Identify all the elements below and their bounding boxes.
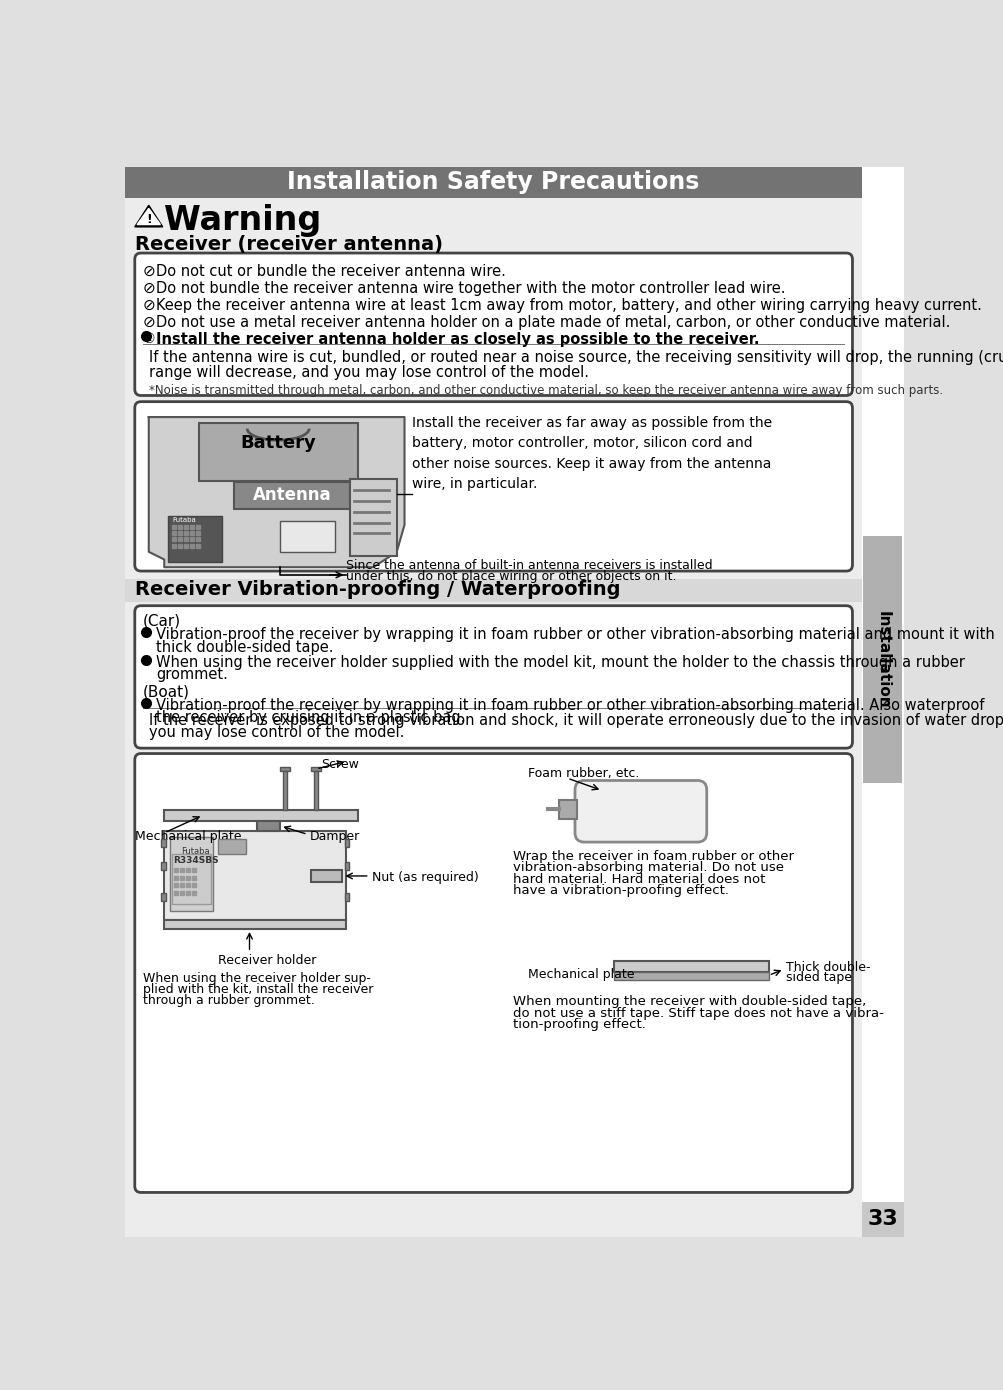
Text: (Boat): (Boat): [142, 684, 190, 699]
Text: R334SBS: R334SBS: [174, 856, 219, 865]
Text: Vibration-proof the receiver by wrapping it in foam rubber or other vibration-ab: Vibration-proof the receiver by wrapping…: [156, 698, 984, 713]
Polygon shape: [148, 417, 404, 567]
Text: have a vibration-proofing effect.: have a vibration-proofing effect.: [513, 884, 728, 898]
Text: sided tape: sided tape: [785, 970, 851, 984]
Polygon shape: [137, 208, 160, 225]
Text: hard material. Hard material does not: hard material. Hard material does not: [513, 873, 764, 885]
Text: thick double-sided tape.: thick double-sided tape.: [156, 639, 334, 655]
Bar: [613, 962, 768, 972]
Bar: [161, 840, 165, 847]
Text: Futaba: Futaba: [172, 517, 196, 523]
Text: Install the receiver antenna holder as closely as possible to the receiver.: Install the receiver antenna holder as c…: [156, 332, 759, 346]
Text: Receiver Vibration-proofing / Waterproofing: Receiver Vibration-proofing / Waterproof…: [134, 580, 620, 599]
Text: ⊘: ⊘: [142, 281, 155, 296]
Text: When using the receiver holder sup-: When using the receiver holder sup-: [142, 972, 370, 986]
Bar: [861, 1202, 903, 1237]
Text: you may lose control of the model.: you may lose control of the model.: [148, 726, 404, 739]
Text: If the antenna wire is cut, bundled, or routed near a noise source, the receivin: If the antenna wire is cut, bundled, or …: [148, 350, 1003, 366]
Bar: [311, 767, 321, 771]
Text: Screw: Screw: [321, 758, 358, 771]
Text: Futaba: Futaba: [182, 847, 210, 856]
Text: Do not bundle the receiver antenna wire together with the motor controller lead : Do not bundle the receiver antenna wire …: [156, 281, 785, 296]
FancyBboxPatch shape: [134, 606, 852, 748]
Bar: [164, 810, 358, 820]
Bar: [344, 840, 349, 847]
Bar: [164, 920, 346, 929]
FancyBboxPatch shape: [134, 253, 852, 396]
Text: Nut (as required): Nut (as required): [371, 872, 478, 884]
Text: ①: ①: [142, 332, 154, 346]
Bar: [234, 482, 350, 510]
FancyBboxPatch shape: [575, 781, 706, 842]
Text: ⊘: ⊘: [142, 297, 155, 313]
Text: ⊘: ⊘: [142, 314, 155, 329]
Text: Installation: Installation: [875, 610, 890, 709]
Text: Battery: Battery: [240, 434, 316, 452]
Text: Install the receiver as far away as possible from the
battery, motor controller,: Install the receiver as far away as poss…: [412, 416, 771, 491]
Bar: [559, 799, 576, 819]
Text: Antenna: Antenna: [253, 486, 331, 505]
Bar: [314, 771, 318, 810]
Text: Receiver holder: Receiver holder: [219, 954, 317, 966]
Bar: [350, 478, 396, 556]
Text: Since the antenna of built-in antenna receivers is installed: Since the antenna of built-in antenna re…: [346, 560, 712, 573]
Text: When using the receiver holder supplied with the model kit, mount the holder to : When using the receiver holder supplied …: [156, 655, 965, 670]
Bar: [161, 892, 165, 901]
Bar: [257, 820, 280, 831]
Text: (Car): (Car): [142, 613, 181, 628]
Bar: [219, 840, 246, 855]
Text: Do not cut or bundle the receiver antenna wire.: Do not cut or bundle the receiver antenn…: [156, 264, 506, 279]
Bar: [861, 167, 903, 1237]
FancyBboxPatch shape: [134, 402, 852, 571]
Text: Installation Safety Precautions: Installation Safety Precautions: [287, 170, 699, 195]
Text: vibration-absorbing material. Do not use: vibration-absorbing material. Do not use: [513, 862, 783, 874]
Text: Receiver (receiver antenna): Receiver (receiver antenna): [134, 235, 442, 253]
Bar: [125, 167, 861, 197]
Bar: [172, 855, 211, 905]
Polygon shape: [134, 206, 162, 227]
Text: Foam rubber, etc.: Foam rubber, etc.: [528, 767, 639, 780]
Text: the receiver by cruising it in a plastic bag.: the receiver by cruising it in a plastic…: [156, 710, 465, 726]
Bar: [161, 862, 165, 870]
Bar: [344, 892, 349, 901]
Text: Mechanical plate: Mechanical plate: [528, 967, 634, 980]
FancyBboxPatch shape: [134, 753, 852, 1193]
Text: !: !: [145, 213, 151, 227]
Bar: [171, 837, 213, 910]
Text: When mounting the receiver with double-sided tape,: When mounting the receiver with double-s…: [513, 995, 866, 1008]
Text: plied with the kit, install the receiver: plied with the kit, install the receiver: [142, 983, 372, 997]
Text: tion-proofing effect.: tion-proofing effect.: [513, 1019, 645, 1031]
Bar: [863, 537, 901, 783]
Text: do not use a stiff tape. Stiff tape does not have a vibra-: do not use a stiff tape. Stiff tape does…: [513, 1006, 883, 1020]
Bar: [125, 578, 861, 602]
Text: 33: 33: [867, 1209, 897, 1229]
Bar: [283, 771, 287, 810]
Text: Do not use a metal receiver antenna holder on a plate made of metal, carbon, or : Do not use a metal receiver antenna hold…: [156, 314, 950, 329]
Bar: [344, 862, 349, 870]
Bar: [613, 972, 768, 980]
Text: under this, do not place wiring or other objects on it.: under this, do not place wiring or other…: [346, 570, 676, 582]
Text: ⊘: ⊘: [142, 264, 155, 279]
Text: Vibration-proof the receiver by wrapping it in foam rubber or other vibration-ab: Vibration-proof the receiver by wrapping…: [156, 627, 994, 642]
Text: Damper: Damper: [310, 830, 360, 842]
Text: Warning: Warning: [164, 204, 321, 236]
Text: If the receiver is exposed to strong vibration and shock, it will operate errone: If the receiver is exposed to strong vib…: [148, 713, 1003, 728]
Bar: [311, 870, 342, 883]
Text: *Noise is transmitted through metal, carbon, and other conductive material, so k: *Noise is transmitted through metal, car…: [148, 384, 942, 398]
Bar: [164, 831, 346, 920]
Bar: [168, 516, 222, 562]
Text: Wrap the receiver in foam rubber or other: Wrap the receiver in foam rubber or othe…: [513, 849, 793, 863]
Text: range will decrease, and you may lose control of the model.: range will decrease, and you may lose co…: [148, 366, 588, 381]
Bar: [280, 521, 334, 552]
Text: grommet.: grommet.: [156, 667, 228, 682]
Text: Keep the receiver antenna wire at least 1cm away from motor, battery, and other : Keep the receiver antenna wire at least …: [156, 297, 981, 313]
Text: through a rubber grommet.: through a rubber grommet.: [142, 994, 314, 1006]
Text: Mechanical plate: Mechanical plate: [134, 830, 241, 842]
Text: Thick double-: Thick double-: [785, 962, 870, 974]
Bar: [280, 767, 290, 771]
Bar: [199, 423, 358, 481]
